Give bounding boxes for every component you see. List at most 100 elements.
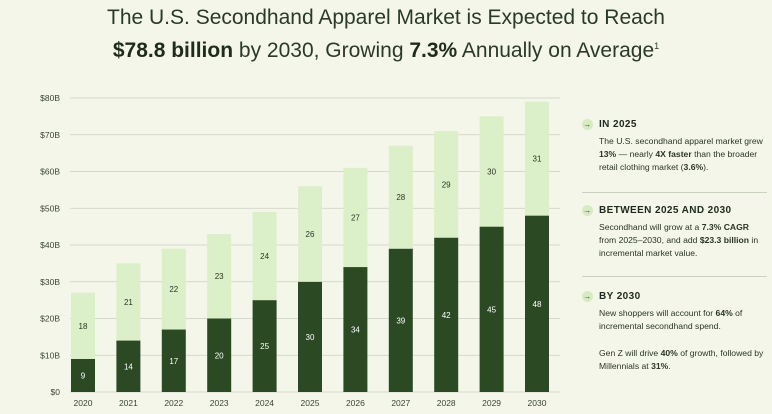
bar-segment-upper [116,263,141,341]
data-label: 24 [260,252,269,261]
data-label: 30 [487,168,496,177]
arrow-right-icon: → [582,204,593,216]
y-tick-label: $10B [40,350,60,360]
title-highlight-value: $78.8 billion [112,39,234,62]
bar-segment-upper [388,145,413,249]
x-tick-label: 2020 [74,398,93,408]
highlight-text: 40% [660,348,678,358]
bar-segment-lower [161,329,186,392]
arrow-right-icon: → [582,290,593,302]
data-label: 26 [306,230,315,239]
title-footnote: 1 [654,41,660,51]
title-text-end: Annually on Average [457,39,655,62]
title-highlight-rate: 7.3% [409,39,458,62]
data-label: 39 [396,316,405,325]
data-label: 20 [215,351,224,360]
body-text: — nearly [616,149,656,159]
highlight-text: 4X faster [655,149,692,159]
section-heading-2025-2030: → BETWEEN 2025 AND 2030 [582,203,767,217]
chart-title: The U.S. Secondhand Apparel Market is Ex… [0,4,772,65]
x-tick-label: 2024 [255,398,274,408]
bar-segment-upper [479,116,504,227]
bar-segment-lower [71,358,95,392]
bar-segment-lower [388,248,413,392]
data-label: 23 [215,272,224,281]
title-line-2: $78.8 billion by 2030, Growing 7.3% Annu… [0,32,772,65]
data-label: 31 [533,155,542,164]
sidebar-section-2025-2030: → BETWEEN 2025 AND 2030 Secondhand will … [582,203,767,260]
x-tick-label: 2023 [210,398,229,408]
data-label: 27 [351,213,360,222]
bar-segment-lower [207,318,232,392]
body-text: New shoppers will account for [599,308,716,318]
section-divider [582,192,767,193]
bar-segment-lower [252,300,277,392]
data-label: 14 [124,362,133,371]
section-body: New shoppers will account for 64% of inc… [582,307,767,333]
section-body: The U.S. secondhand apparel market grew … [582,135,767,174]
bar-segment-upper [298,186,322,282]
body-text: from 2025–2030, and add [599,235,700,245]
x-tick-label: 2029 [482,398,501,408]
bar-segment-upper [525,101,549,216]
x-tick-label: 2022 [164,398,183,408]
x-tick-label: 2027 [391,398,410,408]
sidebar-section-2030: → BY 2030 New shoppers will account for … [582,289,767,373]
y-tick-label: $20B [40,314,60,324]
bar-segment-lower [298,281,322,392]
y-tick-label: $60B [40,167,60,177]
section-heading-label: BY 2030 [599,290,641,302]
section-heading-label: IN 2025 [599,118,637,130]
bar-segment-upper [434,131,459,238]
data-label: 28 [396,193,405,202]
data-label: 9 [81,371,86,380]
body-text: than the broader retail clothing market … [599,149,758,172]
section-heading-label: BETWEEN 2025 AND 2030 [599,204,732,216]
section-heading-2030: → BY 2030 [582,289,767,303]
bar-segment-upper [71,292,95,359]
body-text: of growth, followed by Millennials at [599,348,764,371]
body-text: ). [703,162,709,172]
section-heading-2025: → IN 2025 [582,117,767,131]
bar-segment-upper [252,211,277,301]
y-tick-label: $30B [40,277,60,287]
x-tick-label: 2028 [437,398,456,408]
y-tick-label: $80B [40,93,60,103]
x-tick-label: 2021 [119,398,138,408]
sidebar-section-2025: → IN 2025 The U.S. secondhand apparel ma… [582,117,767,174]
y-tick-label: $40B [40,240,60,250]
data-label: 25 [260,342,269,351]
data-label: 42 [442,311,451,320]
bar-segment-lower [525,215,549,392]
highlight-text: 31% [651,361,669,371]
data-label: 48 [533,300,542,309]
data-label: 45 [487,305,496,314]
bar-segment-upper [161,248,186,330]
y-tick-label: $50B [40,203,60,213]
data-label: 30 [306,333,315,342]
section-divider [582,276,767,277]
body-text: The U.S. secondhand apparel market grew [599,136,763,146]
x-tick-label: 2025 [301,398,320,408]
body-text: in incremental market value. [599,235,759,258]
y-tick-label: $70B [40,130,60,140]
bar-segment-lower [479,226,504,392]
body-text: . [668,361,671,371]
data-label: 18 [79,322,88,331]
body-text: Secondhand will grow at a [599,222,702,232]
y-tick-label: $0 [51,387,61,397]
title-text-mid: by 2030, Growing [233,39,410,62]
bar-segment-upper [343,167,368,268]
section-body: Secondhand will grow at a 7.3% CAGR from… [582,221,767,260]
bar-segment-upper [207,233,232,319]
title-line-1: The U.S. Secondhand Apparel Market is Ex… [107,6,665,29]
highlight-text: 3.6% [683,162,704,172]
body-text: of incremental secondhand spend. [599,308,743,331]
x-tick-label: 2026 [346,398,365,408]
data-label: 17 [169,357,178,366]
bar-segment-lower [343,267,368,392]
section-body-2: Gen Z will drive 40% of growth, followed… [582,347,767,373]
x-tick-label: 2030 [528,398,547,408]
bar-segment-lower [434,237,459,392]
